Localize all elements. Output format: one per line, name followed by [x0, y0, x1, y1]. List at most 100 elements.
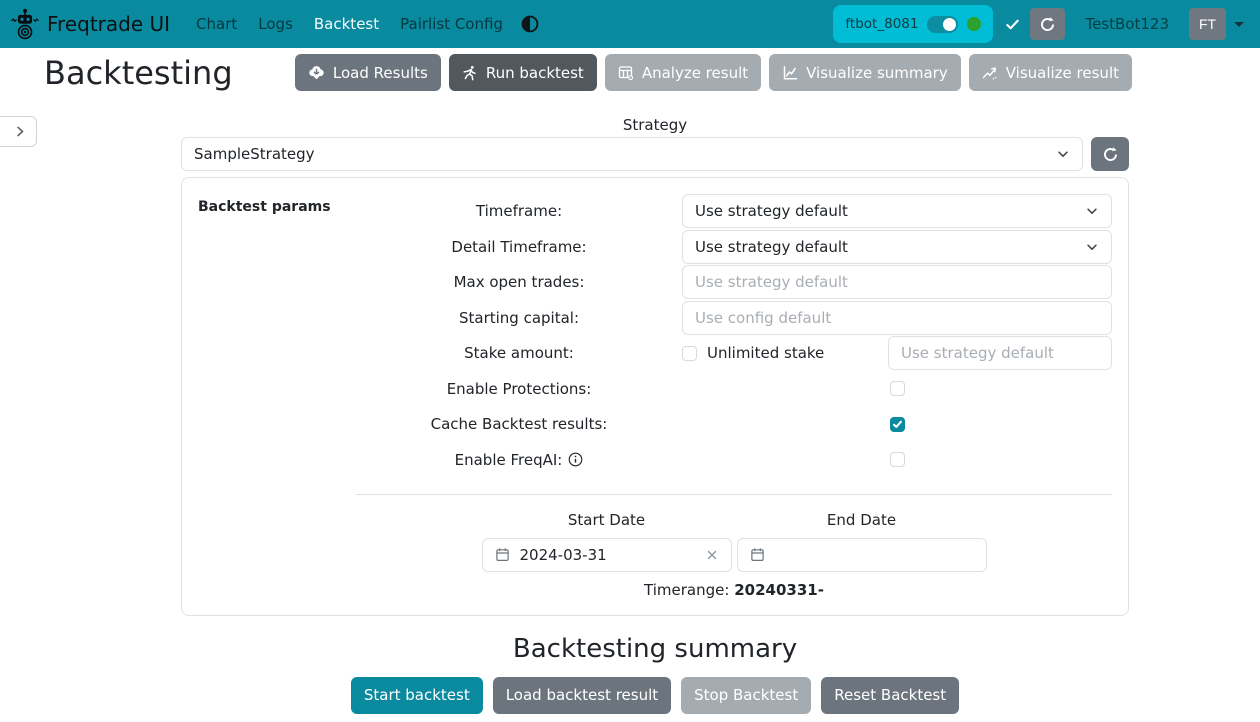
- chevron-right-icon: [14, 125, 27, 138]
- starting-capital-input[interactable]: [682, 300, 1112, 335]
- max-open-trades-label: Max open trades:: [453, 273, 585, 291]
- table-icon: [618, 65, 634, 81]
- timeframe-select-value: Use strategy default: [695, 202, 848, 220]
- strategy-select[interactable]: SampleStrategy: [181, 137, 1083, 171]
- enable-protections-label: Enable Protections:: [446, 379, 592, 398]
- max-open-trades-row: Max open trades:: [356, 265, 1112, 299]
- backtest-params-card: Backtest params Timeframe: Use strategy …: [181, 177, 1129, 616]
- bot-name-label: TestBot123: [1085, 15, 1169, 33]
- cache-backtest-results-label: Cache Backtest results:: [430, 415, 608, 433]
- theme-toggle-button[interactable]: [521, 15, 539, 33]
- timerange-display: Timerange: 20240331-: [356, 581, 1112, 599]
- load-backtest-result-button[interactable]: Load backtest result: [492, 676, 672, 714]
- info-circle-icon[interactable]: [568, 452, 583, 467]
- top-navbar: Freqtrade UI Chart Logs Backtest Pairlis…: [0, 0, 1260, 48]
- nav-link-backtest[interactable]: Backtest: [313, 15, 380, 33]
- cache-backtest-results-checkbox[interactable]: [889, 416, 905, 432]
- user-menu-button[interactable]: FT: [1189, 8, 1244, 40]
- visualize-result-button[interactable]: Visualize result: [968, 54, 1132, 91]
- starting-capital-row: Starting capital:: [356, 300, 1112, 335]
- timeframe-label: Timeframe:: [475, 202, 563, 220]
- unlimited-stake-checkbox[interactable]: [682, 345, 697, 361]
- form-divider: [356, 493, 1112, 495]
- circle-half-theme-icon: [521, 15, 539, 33]
- avatar: FT: [1189, 8, 1226, 40]
- load-results-label: Load Results: [332, 63, 428, 82]
- detail-timeframe-row: Detail Timeframe: Use strategy default: [356, 229, 1112, 264]
- run-backtest-button[interactable]: Run backtest: [448, 54, 597, 91]
- chevron-down-icon: [1085, 204, 1099, 218]
- end-date-label: End Date: [826, 510, 897, 529]
- start-date-input[interactable]: 2024-03-31: [481, 537, 732, 572]
- clear-start-date-button[interactable]: [705, 548, 719, 562]
- stake-amount-row: Stake amount: Unlimited stake: [356, 336, 1112, 370]
- stake-amount-label: Stake amount:: [464, 344, 574, 362]
- page-header: Backtesting Load Results: [0, 48, 1260, 97]
- timeframe-row: Timeframe: Use strategy default: [356, 194, 1112, 228]
- timerange-label: Timerange:: [644, 580, 730, 599]
- calendar-icon: [750, 547, 765, 562]
- detail-timeframe-label: Detail Timeframe:: [451, 237, 587, 256]
- backtesting-summary-title: Backtesting summary: [512, 633, 798, 664]
- visualize-result-label: Visualize result: [1005, 63, 1119, 82]
- analyze-result-label: Analyze result: [641, 63, 749, 82]
- start-date-label: Start Date: [567, 510, 646, 529]
- end-date-input[interactable]: [736, 537, 987, 572]
- timerange-value: 20240331-: [734, 580, 824, 599]
- bot-online-toggle[interactable]: [927, 15, 959, 33]
- unlimited-stake-label[interactable]: Unlimited stake: [707, 344, 825, 362]
- strategy-select-value: SampleStrategy: [194, 145, 315, 163]
- sidebar-expand-button[interactable]: [0, 116, 37, 147]
- enable-protections-checkbox[interactable]: [889, 381, 905, 396]
- max-open-trades-input[interactable]: [682, 265, 1112, 299]
- date-range-section: Start Date 2024-03-31: [356, 511, 1112, 572]
- enable-freqai-checkbox[interactable]: [889, 452, 905, 467]
- stop-backtest-button[interactable]: Stop Backtest: [681, 676, 812, 714]
- header-buttons: Load Results Run backtest: [294, 54, 1132, 91]
- nav-links: Chart Logs Backtest Pairlist Config: [196, 15, 503, 33]
- cloud-download-icon: [308, 64, 325, 81]
- refresh-icon: [1102, 146, 1119, 163]
- caret-down-icon: [1234, 21, 1244, 27]
- freqtrade-robot-logo-icon: [10, 8, 40, 40]
- person-running-icon: [462, 65, 478, 81]
- bot-status-dot: [967, 17, 982, 31]
- load-results-button[interactable]: Load Results: [294, 54, 441, 91]
- start-backtest-button[interactable]: Start backtest: [350, 676, 483, 714]
- line-chart-icon: [782, 65, 798, 81]
- check-icon: [1005, 17, 1020, 32]
- reset-backtest-button[interactable]: Reset Backtest: [821, 676, 960, 714]
- graph-up-icon: [982, 65, 998, 81]
- strategy-label: Strategy: [622, 116, 688, 134]
- enable-protections-row: Enable Protections:: [356, 372, 1112, 406]
- refresh-icon: [1039, 16, 1056, 33]
- stake-amount-input[interactable]: [888, 336, 1112, 370]
- summary-buttons: Start backtest Load backtest result Stop…: [181, 676, 1129, 714]
- backtest-setup-panel: Strategy SampleStrategy Backtest params …: [181, 116, 1129, 714]
- enable-freqai-label: Enable FreqAI:: [454, 450, 563, 469]
- starting-capital-label: Starting capital:: [458, 308, 580, 327]
- bot-badge-name: ftbot_8081: [845, 16, 919, 32]
- nav-link-logs[interactable]: Logs: [258, 15, 293, 33]
- visualize-summary-button[interactable]: Visualize summary: [769, 54, 961, 91]
- visualize-summary-label: Visualize summary: [806, 63, 948, 82]
- analyze-result-button[interactable]: Analyze result: [604, 54, 762, 91]
- reload-bot-button[interactable]: [1030, 8, 1066, 40]
- brand-title: Freqtrade UI: [47, 12, 171, 36]
- brand[interactable]: Freqtrade UI: [10, 8, 170, 40]
- cache-backtest-results-row: Cache Backtest results:: [356, 407, 1112, 441]
- refresh-strategy-list-button[interactable]: [1091, 137, 1129, 171]
- toggle-knob: [943, 17, 957, 31]
- detail-timeframe-select[interactable]: Use strategy default: [682, 229, 1112, 264]
- nav-link-pairlist-config[interactable]: Pairlist Config: [400, 15, 503, 33]
- page-title: Backtesting: [44, 54, 233, 92]
- nav-link-chart[interactable]: Chart: [196, 15, 238, 33]
- timeframe-select[interactable]: Use strategy default: [682, 194, 1112, 228]
- calendar-icon: [495, 547, 510, 562]
- enable-freqai-row: Enable FreqAI:: [356, 443, 1112, 477]
- run-backtest-label: Run backtest: [485, 63, 584, 82]
- chevron-down-icon: [1085, 240, 1099, 254]
- strategy-row: SampleStrategy: [181, 137, 1129, 171]
- start-date-value: 2024-03-31: [519, 545, 607, 564]
- bot-badge[interactable]: ftbot_8081: [833, 5, 994, 43]
